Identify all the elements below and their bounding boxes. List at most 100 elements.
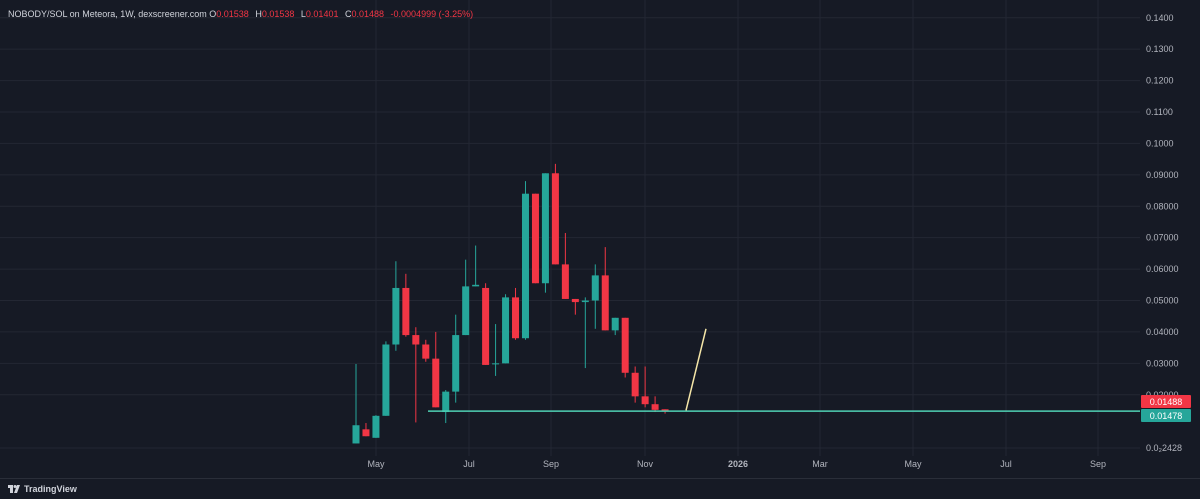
candle-body (362, 429, 370, 437)
candle (561, 232, 569, 299)
y-tick-label: 0.04000 (1146, 327, 1179, 337)
candle-body (651, 404, 659, 410)
candle (531, 193, 539, 284)
x-tick-label: Jul (1000, 459, 1012, 469)
open-value: 0.01538 (216, 9, 249, 19)
y-tick-label: 0.07000 (1146, 233, 1179, 243)
candle (581, 297, 589, 369)
y-tick-label: 0.03000 (1146, 358, 1179, 368)
candle-body (531, 193, 539, 284)
chart-legend: NOBODY/SOL on Meteora, 1W, dexscreener.c… (8, 9, 477, 19)
candle (392, 261, 400, 351)
candle-body (372, 415, 380, 438)
trend-line (685, 328, 707, 411)
candle (591, 264, 599, 329)
open-label: O (209, 9, 217, 19)
candle-body (601, 275, 609, 331)
candle-body (571, 298, 579, 303)
tradingview-brand: TradingView (24, 484, 77, 494)
price-tags-layer: 0.01488 0.01478 (1141, 395, 1191, 422)
candle (482, 283, 490, 365)
candle (362, 423, 370, 437)
candle-body (502, 297, 510, 364)
candle (412, 327, 420, 423)
x-tick-label: Nov (637, 459, 654, 469)
candle (352, 363, 360, 444)
x-axis: May Jul Sep Nov 2026 Mar May Jul Sep (367, 459, 1106, 469)
candle (651, 396, 659, 413)
low-label: L (300, 9, 306, 19)
change-value: -0.0004999 (-3.25%) (390, 9, 474, 19)
x-tick-label: Sep (543, 459, 559, 469)
candle-body (432, 358, 440, 408)
candle-body (442, 391, 450, 413)
close-label: C (344, 9, 352, 19)
y-tick-label: 0.1000 (1146, 138, 1174, 148)
price-tag-label: 0.01478 (1150, 411, 1183, 421)
candle-body (402, 287, 410, 336)
symbol-title[interactable]: NOBODY/SOL on Meteora, 1W, dexscreener.c… (8, 9, 207, 19)
y-tick-label: 0.1400 (1146, 13, 1174, 23)
candle (432, 331, 440, 408)
candle (571, 298, 579, 315)
candle-body (661, 409, 669, 411)
y-tick-label: 0.09000 (1146, 170, 1179, 180)
candle-body (641, 396, 649, 405)
candle-body (521, 193, 529, 339)
low-value: 0.01401 (305, 9, 339, 19)
candle (492, 324, 500, 376)
candle (611, 317, 619, 336)
price-tag-label: 0.01488 (1150, 397, 1183, 407)
candle (512, 287, 520, 340)
candle (472, 245, 480, 287)
y-tick-label: 0.0₂2428 (1146, 443, 1182, 453)
candle (621, 317, 629, 378)
candle-body (551, 173, 559, 265)
candle-body (472, 284, 480, 287)
candle-body (462, 286, 470, 336)
tradingview-logo[interactable]: TradingView (8, 484, 77, 494)
y-tick-label: 0.08000 (1146, 201, 1179, 211)
candle (631, 366, 639, 403)
y-tick-label: 0.1200 (1146, 76, 1174, 86)
candles-layer (352, 163, 669, 444)
candle (382, 341, 390, 416)
candle (641, 366, 649, 408)
y-tick-label: 0.05000 (1146, 296, 1179, 306)
candle (402, 273, 410, 337)
close-value: 0.01488 (351, 9, 385, 19)
x-tick-label: May (904, 459, 922, 469)
y-axis: 0.1400 0.1300 0.1200 0.1100 0.1000 0.09000 0.0… (1146, 13, 1182, 453)
candle-body (392, 287, 400, 345)
chart-footer: TradingView (0, 478, 1200, 499)
candle-body (631, 372, 639, 397)
candle-body (482, 287, 490, 365)
price-tag: 0.01478 (1141, 409, 1191, 422)
candle-body (591, 275, 599, 301)
overlays-layer (428, 328, 1140, 412)
y-tick-label: 0.1100 (1146, 107, 1173, 117)
x-tick-label: May (367, 459, 385, 469)
x-tick-label: 2026 (728, 459, 748, 469)
candle-body (422, 344, 430, 359)
chart-grid (0, 0, 1140, 456)
candle (452, 314, 460, 403)
candle (541, 173, 549, 293)
tradingview-logo-icon (8, 485, 20, 493)
candle-body (561, 264, 569, 299)
x-tick-label: Jul (463, 459, 475, 469)
candle (442, 390, 450, 424)
candle (502, 294, 510, 364)
price-tag-bg (1141, 395, 1191, 408)
candle (462, 259, 470, 336)
candle (601, 247, 609, 331)
candle-body (492, 363, 500, 365)
x-tick-label: Sep (1090, 459, 1106, 469)
candle-body (621, 317, 629, 373)
candle-body (581, 300, 589, 303)
candle-body (452, 335, 460, 392)
candle-body (382, 344, 390, 416)
candle-body (541, 173, 549, 284)
candle-body (412, 335, 420, 345)
